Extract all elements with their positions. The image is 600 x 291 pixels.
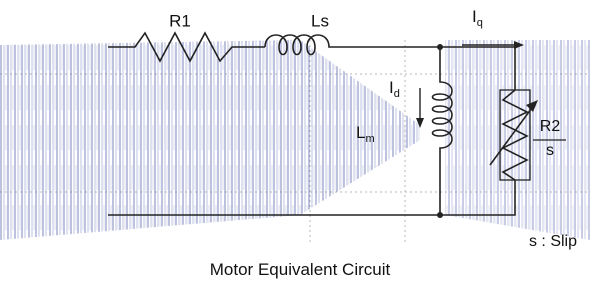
lm-sub: m (365, 133, 374, 145)
id-label: Id (389, 78, 400, 100)
slip-label: s : Slip (529, 233, 577, 250)
r2-denominator: s (546, 142, 554, 159)
ls-label: Ls (311, 11, 329, 30)
iq-sub: q (477, 17, 483, 29)
id-sub: d (394, 88, 400, 100)
caption: Motor Equivalent Circuit (210, 260, 391, 279)
iq-label: Iq (472, 7, 483, 29)
r1-label: R1 (169, 11, 191, 30)
r2-numerator: R2 (540, 118, 561, 135)
page: R1 Ls Iq Id Lm R2 s s : Slip Motor Equiv… (0, 0, 600, 286)
diagram: R1 Ls Iq Id Lm R2 s s : Slip Motor Equiv… (0, 0, 600, 286)
lm-main: L (356, 123, 365, 142)
